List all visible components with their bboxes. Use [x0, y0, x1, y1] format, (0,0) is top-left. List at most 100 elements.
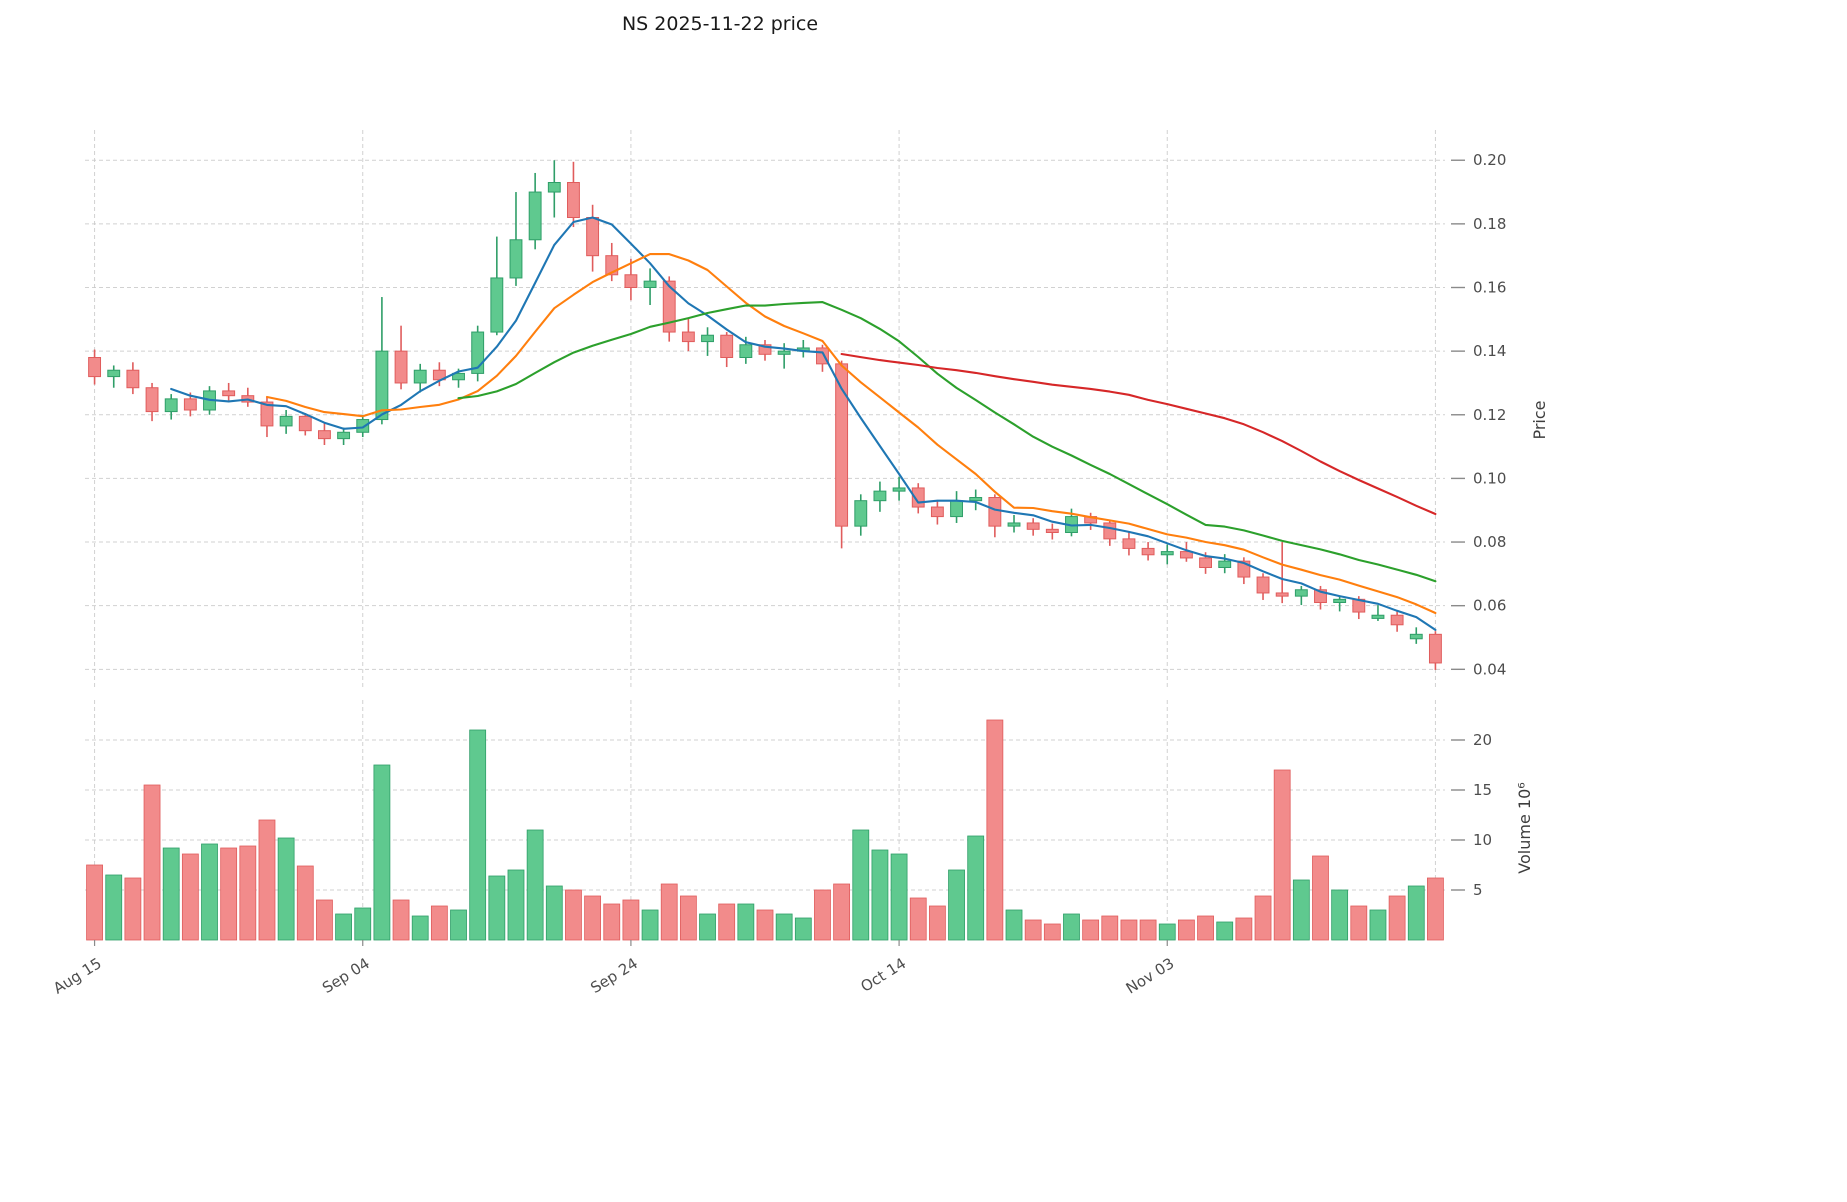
candle-body [126, 369, 140, 389]
volume-bar [354, 907, 372, 941]
candle-body [605, 255, 619, 276]
volume-bar [833, 883, 851, 941]
price-tick-label: 0.10 [1473, 469, 1506, 487]
candle-body [1314, 589, 1327, 603]
candle [298, 413, 312, 436]
candle [490, 236, 504, 336]
candle [547, 160, 561, 218]
candle [317, 422, 331, 445]
candle-body [528, 191, 542, 241]
candle-body [720, 334, 734, 358]
volume-bar [1082, 919, 1100, 941]
volume-bar [1292, 879, 1310, 941]
volume-bar [890, 853, 908, 941]
candle [777, 343, 791, 369]
volume-bar [1407, 885, 1425, 941]
candle-body [1218, 560, 1232, 568]
candle [796, 340, 810, 358]
candle-body [317, 430, 331, 440]
volume-bar [201, 843, 218, 941]
volume-bar [220, 847, 238, 941]
volume-bar [1043, 923, 1061, 941]
candle [1141, 542, 1155, 561]
price-tick-label: 0.04 [1473, 660, 1506, 678]
volume-bar [1158, 923, 1176, 941]
x-tick-label: Sep 04 [319, 954, 373, 997]
candle-body [298, 415, 312, 432]
ma10-line [265, 253, 1437, 615]
volume-bar [239, 845, 257, 941]
candle [241, 387, 255, 407]
candle [1007, 515, 1021, 533]
volume-bar [1178, 919, 1195, 941]
volume-bar [1101, 915, 1119, 941]
candle-body [471, 331, 485, 374]
candle-body [107, 369, 121, 378]
candle-body [624, 274, 638, 289]
price-tick-label: 0.06 [1473, 597, 1506, 615]
candle-body [356, 419, 370, 433]
candle [126, 362, 140, 395]
candle [1218, 554, 1232, 574]
candle-body [1122, 538, 1136, 549]
candle [701, 327, 714, 356]
candle-body [567, 182, 580, 218]
volume-bar [124, 877, 142, 941]
candle [1294, 585, 1308, 606]
candle-body [375, 350, 389, 421]
volume-bar [718, 903, 736, 941]
volume-bar [469, 729, 487, 941]
candle-body [816, 347, 829, 365]
volume-bar [794, 917, 812, 941]
candle [1428, 631, 1442, 670]
volume-bar [296, 865, 314, 941]
volume-bar [105, 874, 123, 941]
volume-bar [699, 913, 716, 941]
candle-body [950, 500, 963, 518]
volume-bar [603, 903, 621, 941]
volume-bar [277, 837, 295, 941]
volume-bar [335, 913, 352, 941]
volume-bar [526, 829, 544, 941]
volume-bar [430, 905, 448, 941]
candle-body [394, 350, 408, 384]
x-tick-label: Oct 14 [857, 954, 909, 996]
candle [394, 325, 408, 390]
candle [1256, 573, 1270, 600]
candle [681, 317, 695, 352]
volume-bar [622, 899, 640, 941]
candle [854, 494, 868, 536]
volume-bar [1350, 905, 1368, 941]
candle [624, 258, 638, 301]
volume-bar [814, 889, 831, 941]
x-tick-label: Aug 15 [50, 954, 105, 997]
candle [107, 365, 121, 388]
volume-bar [967, 835, 985, 941]
candle [413, 363, 427, 393]
volume-bar [1139, 919, 1157, 941]
candle [892, 476, 906, 501]
volume-bar [1331, 889, 1349, 941]
candle-body [1045, 528, 1059, 533]
volume-bar [1024, 919, 1042, 941]
candlesticks [88, 160, 1442, 670]
candle-body [279, 415, 293, 427]
volume-bar [928, 905, 946, 941]
candle [279, 410, 293, 434]
candle [969, 489, 983, 511]
candle [375, 297, 389, 425]
volume-bar [373, 764, 391, 941]
volume-bar [852, 829, 870, 941]
candle-body [854, 500, 868, 527]
volume-bars [86, 719, 1444, 941]
candle [1026, 518, 1040, 536]
volume-bar [316, 899, 333, 941]
candle-body [1007, 522, 1021, 527]
candle [222, 382, 236, 401]
candle [816, 344, 829, 372]
price-tick-label: 0.16 [1473, 279, 1506, 297]
candle [739, 336, 753, 364]
candle [1122, 531, 1136, 556]
volume-bar [584, 895, 602, 941]
candle [1237, 557, 1251, 585]
